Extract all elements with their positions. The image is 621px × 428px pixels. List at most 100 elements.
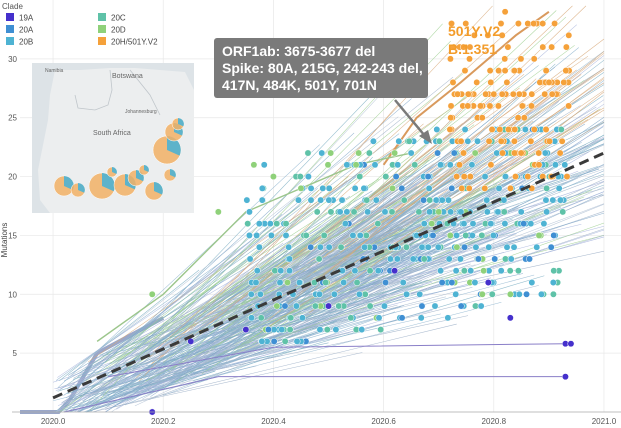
tip-point <box>542 67 550 75</box>
tip-point <box>458 184 466 192</box>
tip-point <box>295 196 302 204</box>
tip-point <box>517 208 525 216</box>
tip-point <box>453 231 460 239</box>
tip-point <box>317 196 325 204</box>
tip-point <box>477 302 485 310</box>
tip-point <box>453 243 461 251</box>
tip-point <box>438 279 446 286</box>
tip-point <box>434 243 442 251</box>
tip-point <box>420 196 428 204</box>
tip-point <box>380 302 388 310</box>
tip-point <box>506 290 514 298</box>
tip-point <box>316 243 324 251</box>
tip-point <box>416 290 424 298</box>
tip-point <box>438 196 446 204</box>
x-tick-label: 2020.0 <box>41 417 66 426</box>
x-tick-label: 2021.0 <box>592 417 617 426</box>
tip-point <box>541 149 549 157</box>
tip-point <box>426 196 434 204</box>
y-tick-label: 20 <box>8 173 17 182</box>
tip-point <box>517 55 525 63</box>
tip-point <box>514 267 522 275</box>
tree-branch <box>272 191 440 319</box>
tree-branch <box>162 138 458 363</box>
legend-label: 20A <box>19 26 34 35</box>
tip-point <box>452 290 460 298</box>
tip-point <box>338 196 346 204</box>
tip-point <box>453 173 461 181</box>
tip-point <box>355 149 363 157</box>
tree-branch <box>74 98 412 389</box>
map-bubble-slice <box>78 183 85 193</box>
tip-point <box>264 326 272 334</box>
tip-point <box>252 279 260 286</box>
tip-point <box>402 243 410 251</box>
tip-point <box>424 243 432 251</box>
tip-point <box>457 208 465 216</box>
tip-point <box>323 326 331 334</box>
tip-point <box>366 267 374 275</box>
tip-point <box>273 302 281 310</box>
tree-branch <box>330 66 555 249</box>
tip-point <box>469 220 477 228</box>
tree-branch <box>153 274 535 378</box>
tip-point <box>471 279 479 286</box>
tip-point <box>484 279 492 286</box>
tip-point <box>560 78 568 86</box>
tip-point <box>444 314 452 322</box>
tip-point <box>282 231 290 239</box>
tip-point <box>343 208 351 216</box>
map-label-country-1: Botswana <box>112 73 143 80</box>
tip-point <box>393 255 401 263</box>
tip-point <box>375 314 383 322</box>
tip-point <box>542 196 550 204</box>
tip-point <box>514 114 522 122</box>
tip-point <box>467 267 475 275</box>
tip-point <box>510 137 518 145</box>
tip-point <box>495 184 503 192</box>
tip-point <box>545 78 553 86</box>
annotation-arrowhead <box>419 130 432 144</box>
tip-point <box>270 337 278 345</box>
tree-branch <box>249 120 534 286</box>
tip-point <box>521 126 529 133</box>
tree-branch <box>225 16 567 329</box>
tip-point <box>501 255 509 263</box>
tip-point <box>556 196 564 204</box>
trend-line <box>52 151 605 400</box>
tip-point <box>351 267 359 275</box>
legend-label: 20H/501Y.V2 <box>111 38 158 47</box>
tip-point <box>486 67 494 75</box>
tree-branch <box>107 343 191 377</box>
tip-point <box>434 149 442 157</box>
tree-branch <box>326 250 605 312</box>
tip-point <box>528 102 535 110</box>
tip-point <box>266 220 274 228</box>
variant-label-2: B.1.351 <box>448 41 497 57</box>
tip-point <box>337 243 345 251</box>
tip-point <box>528 90 536 98</box>
tree-branch <box>125 166 467 348</box>
tree-branch <box>71 332 160 397</box>
tree-branch <box>138 5 493 382</box>
tip-point <box>386 255 394 263</box>
tip-point <box>257 314 265 322</box>
tree-branch <box>172 195 351 336</box>
tree-branch <box>243 196 585 333</box>
tip-point <box>369 137 377 145</box>
map-bubbles <box>53 117 185 201</box>
map-bubble-slice <box>112 167 117 174</box>
tip-point <box>539 20 547 27</box>
tip-point <box>395 137 403 145</box>
tip-point <box>556 149 564 157</box>
tip-point <box>320 231 328 239</box>
tip-point <box>278 326 286 334</box>
tip-point <box>487 161 495 169</box>
tip-point <box>459 43 467 51</box>
tip-point <box>561 161 569 169</box>
tip-point <box>494 208 502 216</box>
tip-point <box>535 161 543 169</box>
tree-branch <box>128 280 258 365</box>
tip-point <box>281 337 289 345</box>
tree-branch <box>225 150 459 302</box>
